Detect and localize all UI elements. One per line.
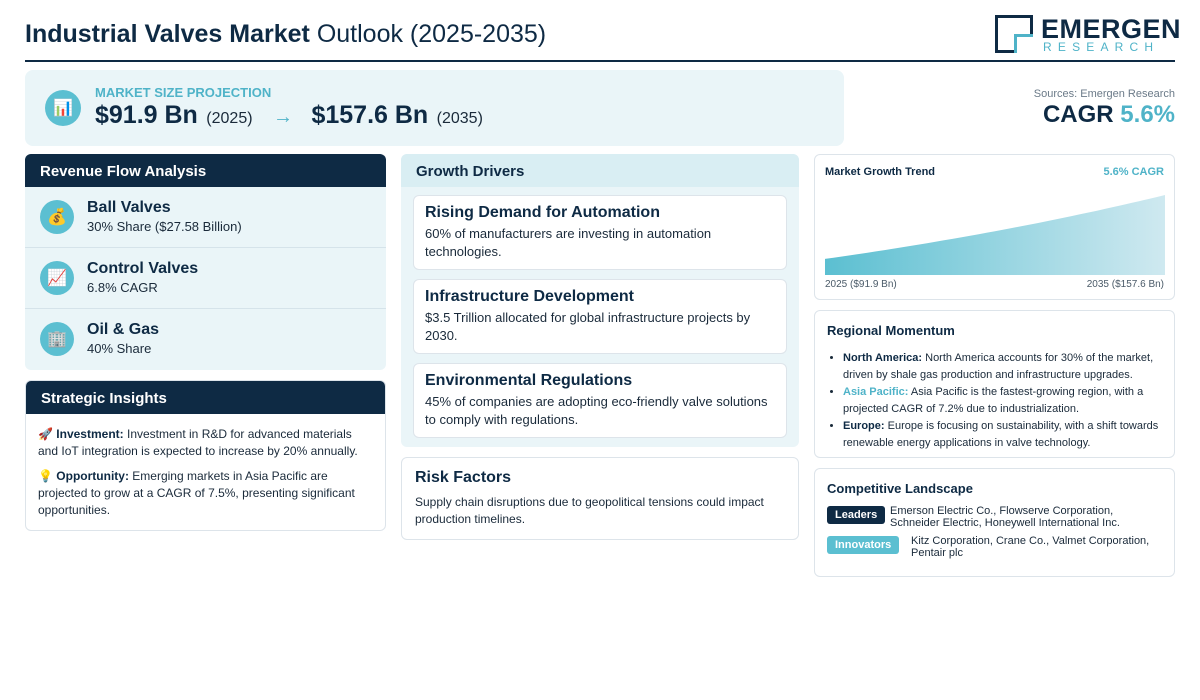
growth-drivers-card: Growth Drivers Rising Demand for Automat…: [401, 154, 799, 447]
title-bold: Industrial Valves Market: [25, 20, 310, 48]
driver-text: 45% of companies are adopting eco-friend…: [425, 394, 768, 427]
revenue-item-name: Ball Valves: [87, 199, 171, 216]
revenue-item-sub: 40% Share: [87, 341, 152, 356]
driver-title: Infrastructure Development: [425, 288, 634, 305]
x-tick-label-end: 2035 ($157.6 Bn): [1086, 279, 1164, 290]
logo-main-text: EMERGEN: [1041, 14, 1182, 44]
region-item: Asia Pacific: Asia Pacific is the fastes…: [843, 384, 1162, 417]
competitive-heading: Competitive Landscape: [827, 481, 973, 496]
competitive-landscape-card: Competitive Landscape Leaders Emerson El…: [814, 468, 1175, 577]
driver-item: Environmental Regulations 45% of compani…: [413, 363, 787, 438]
logo-sub-text: RESEARCH: [1043, 40, 1160, 54]
region-text: North America accounts for 30% of the ma…: [843, 352, 1154, 381]
driver-item: Infrastructure Development $3.5 Trillion…: [413, 279, 787, 354]
risk-factors-card: Risk Factors Supply chain disruptions du…: [401, 457, 799, 540]
region-item: Europe: Europe is focusing on sustainabi…: [843, 418, 1162, 451]
insight-label: Investment:: [56, 427, 124, 441]
page-header: Industrial Valves Market Outlook (2025-2…: [25, 14, 1181, 62]
chart-annotation: 5.6% CAGR: [1103, 166, 1164, 178]
revenue-flow-card: Revenue Flow Analysis 💰 Ball Valves 30% …: [25, 154, 386, 370]
market-growth-trend-card: Market Growth Trend 5.6% CAGR 2025 ($91.…: [814, 154, 1175, 300]
page-title: Industrial Valves Market Outlook (2025-2…: [25, 20, 546, 49]
lightbulb-icon: 💡: [38, 469, 53, 483]
trend-area-series: [825, 195, 1165, 275]
arrow-right-icon: →: [273, 106, 293, 128]
cagr-value: 5.6%: [1120, 101, 1175, 128]
revenue-item-name: Oil & Gas: [87, 321, 160, 338]
region-list: North America: North America accounts fo…: [827, 350, 1162, 451]
region-heading: Regional Momentum: [827, 323, 955, 338]
title-rest: Outlook (2025-2035): [316, 20, 547, 48]
risk-title: Risk Factors: [415, 469, 512, 486]
regional-momentum-card: Regional Momentum North America: North A…: [814, 310, 1175, 458]
end-year: (2035): [436, 110, 483, 127]
revenue-item-name: Control Valves: [87, 260, 199, 277]
brand-logo: EMERGEN RESEARCH: [995, 14, 1181, 56]
innovators-row: Innovators Kitz Corporation, Crane Co., …: [827, 535, 1162, 566]
strategic-insights-card: Strategic Insights 🚀 Investment: Investm…: [25, 380, 386, 531]
market-size-projection: 📊 MARKET SIZE PROJECTION $91.9 Bn (2025)…: [25, 70, 844, 146]
start-year: (2025): [206, 110, 253, 127]
projection-values: $91.9 Bn (2025) → $157.6 Bn (2035): [95, 101, 483, 130]
leaders-row: Leaders Emerson Electric Co., Flowserve …: [827, 505, 1162, 536]
region-label: Asia Pacific:: [843, 386, 909, 398]
revenue-item: 📈 Control Valves 6.8% CAGR: [25, 248, 386, 309]
cagr-summary: Sources: Emergen Research CAGR 5.6%: [1034, 88, 1175, 129]
region-text: Europe is focusing on sustainability, wi…: [843, 420, 1159, 449]
x-tick-label-start: 2025 ($91.9 Bn): [825, 279, 897, 290]
revenue-item-sub: 6.8% CAGR: [87, 280, 158, 295]
driver-title: Environmental Regulations: [425, 372, 633, 389]
money-bag-icon: 💰: [40, 200, 74, 234]
trend-chart-svg: [825, 195, 1165, 275]
driver-title: Rising Demand for Automation: [425, 204, 660, 221]
insight-text: Investment in R&D for advanced materials…: [38, 427, 358, 458]
region-label: North America:: [843, 352, 923, 364]
revenue-item: 🏢 Oil & Gas 40% Share: [25, 309, 386, 370]
strategic-heading: Strategic Insights: [26, 381, 385, 414]
region-text: Asia Pacific is the fastest-growing regi…: [843, 386, 1144, 415]
insight-item: 🚀 Investment: Investment in R&D for adva…: [38, 426, 373, 460]
cagr-label: CAGR: [1042, 101, 1114, 128]
drivers-heading: Growth Drivers: [401, 154, 799, 187]
driver-item: Rising Demand for Automation 60% of manu…: [413, 195, 787, 270]
projection-label: MARKET SIZE PROJECTION: [95, 85, 272, 100]
cagr-value-line: CAGR 5.6%: [1034, 101, 1175, 129]
insight-label: Opportunity:: [56, 469, 129, 483]
innovators-list: Kitz Corporation, Crane Co., Valmet Corp…: [911, 535, 1150, 559]
revenue-heading: Revenue Flow Analysis: [25, 154, 386, 187]
trend-chart-icon: 📈: [40, 261, 74, 295]
leaders-list: Emerson Electric Co., Flowserve Corporat…: [890, 505, 1120, 529]
risk-text: Supply chain disruptions due to geopolit…: [415, 495, 764, 526]
revenue-item-sub: 30% Share ($27.58 Billion): [87, 219, 242, 234]
region-item: North America: North America accounts fo…: [843, 350, 1162, 383]
rocket-icon: 🚀: [38, 427, 53, 441]
chart-title: Market Growth Trend: [825, 166, 936, 178]
building-icon: 🏢: [40, 322, 74, 356]
region-label: Europe:: [843, 420, 885, 432]
leaders-badge: Leaders: [827, 506, 886, 524]
insight-text: Emerging markets in Asia Pacific are pro…: [38, 469, 355, 517]
end-value: $157.6 Bn: [311, 101, 429, 129]
revenue-item: 💰 Ball Valves 30% Share ($27.58 Billion): [25, 187, 386, 248]
driver-text: 60% of manufacturers are investing in au…: [425, 226, 712, 259]
logo-mark-icon: [995, 15, 1033, 53]
driver-text: $3.5 Trillion allocated for global infra…: [425, 310, 751, 343]
bar-chart-icon: 📊: [45, 90, 81, 126]
source-note: Sources: Emergen Research: [1033, 88, 1175, 100]
start-value: $91.9 Bn: [95, 101, 198, 129]
insight-item: 💡 Opportunity: Emerging markets in Asia …: [38, 468, 373, 519]
innovators-badge: Innovators: [827, 536, 900, 554]
